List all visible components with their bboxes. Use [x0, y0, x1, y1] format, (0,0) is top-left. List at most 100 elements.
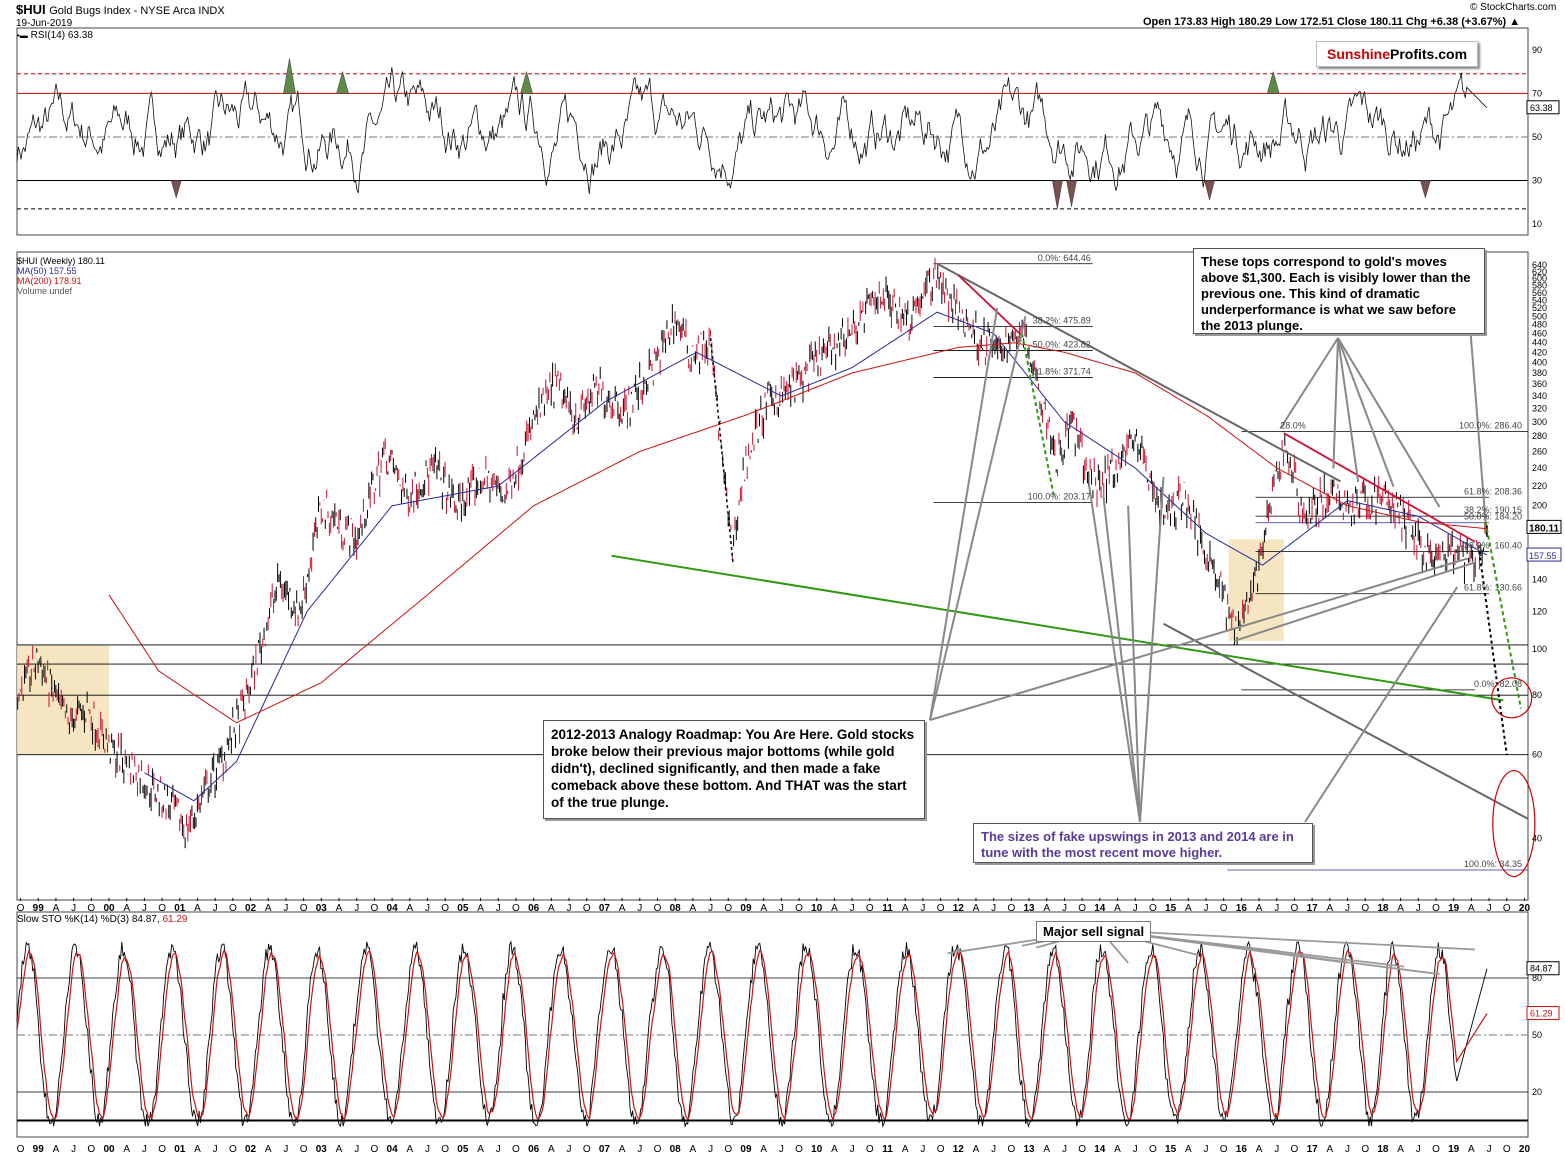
sto-k-current: 84.87 [1530, 964, 1553, 974]
tops-pointer [1337, 337, 1360, 483]
x-tick-label: J [354, 1144, 359, 1155]
fake-upswing-pointer [1139, 476, 1165, 823]
x-tick-label: O [441, 903, 449, 914]
x-tick-label: O [371, 903, 379, 914]
fake-upswing-pointer [1304, 586, 1459, 823]
rsi-overbought-fill [1266, 70, 1280, 94]
x-tick-label: 15 [1165, 1144, 1177, 1155]
x-tick-label: O [1361, 903, 1369, 914]
x-tick-label: A [973, 903, 980, 914]
x-tick-label: O [1220, 1144, 1228, 1155]
chart-header: $HUI Gold Bugs Index - NYSE Arca INDX [16, 2, 225, 17]
ma50-price-label: 157.55 [1529, 551, 1557, 561]
x-tick-label: O [17, 903, 25, 914]
x-tick-label: J [850, 1144, 855, 1155]
x-tick-label: J [1203, 903, 1208, 914]
price-tick-label: 560 [1532, 288, 1547, 298]
x-tick-label: O [866, 903, 874, 914]
sunshine-profits-logo: SunshineProfits.com [1316, 41, 1478, 67]
x-tick-label: 03 [316, 1144, 328, 1155]
x-tick-label: O [1007, 1144, 1015, 1155]
green-dashed-projection [1484, 521, 1522, 709]
x-tick-label: A [690, 1144, 697, 1155]
x-tick-label: J [1345, 903, 1350, 914]
roadmap-pointer [929, 557, 1469, 721]
price-tick-label: 240 [1532, 463, 1547, 473]
x-tick-label: J [1345, 1144, 1350, 1155]
price-tick-label: 420 [1532, 347, 1547, 357]
x-tick-label: A [548, 903, 555, 914]
price-tick-label: 340 [1532, 391, 1547, 401]
x-tick-label: A [265, 903, 272, 914]
x-tick-label: A [973, 1144, 980, 1155]
price-tick-label: 300 [1532, 417, 1547, 427]
x-tick-label: J [779, 903, 784, 914]
fib-2016-label: 38.2%: 190.15 [1464, 505, 1522, 515]
x-tick-label: A [1468, 903, 1475, 914]
x-tick-label: O [158, 903, 166, 914]
x-tick-label: J [1487, 1144, 1492, 1155]
price-tick-label: 400 [1532, 357, 1547, 367]
x-tick-label: J [496, 903, 501, 914]
x-tick-label: A [1185, 903, 1192, 914]
fib-2016-label: 100.0%: 286.40 [1459, 420, 1522, 430]
x-tick-label: 04 [387, 1144, 399, 1155]
x-tick-label: 00 [103, 1144, 115, 1155]
x-tick-label: O [300, 1144, 308, 1155]
x-tick-label: 05 [457, 903, 469, 914]
x-tick-label: A [619, 903, 626, 914]
x-tick-label: J [567, 1144, 572, 1155]
sto-label: Slow STO %K(14) %D(3) 84.87, [17, 914, 160, 925]
sell-signal-pointer [1099, 929, 1440, 976]
x-tick-label: A [53, 1144, 60, 1155]
x-tick-label: 15 [1165, 903, 1177, 914]
x-tick-label: O [1220, 903, 1228, 914]
x-tick-label: A [1397, 1144, 1404, 1155]
copyright: © StockCharts.com [1470, 2, 1557, 13]
x-tick-label: A [831, 1144, 838, 1155]
x-tick-label: O [724, 903, 732, 914]
x-tick-label: J [850, 903, 855, 914]
x-tick-label: O [512, 1144, 520, 1155]
x-tick-label: 18 [1377, 1144, 1389, 1155]
x-tick-label: J [1062, 903, 1067, 914]
x-tick-label: O [1007, 903, 1015, 914]
x-tick-label: 02 [245, 1144, 257, 1155]
fib-2016-label: 38.2%: 160.40 [1464, 540, 1522, 550]
x-tick-label: J [71, 903, 76, 914]
x-tick-label: A [1185, 1144, 1192, 1155]
green-support-trendline [611, 554, 1504, 702]
sto-label-d: 61.29 [162, 914, 188, 925]
x-tick-label: O [583, 903, 591, 914]
x-tick-label: J [779, 1144, 784, 1155]
fib-2011-label: 0.0%: 644.46 [1038, 253, 1091, 263]
logo-part2: Profits.com [1390, 46, 1468, 62]
sto-tick-label: 20 [1532, 1087, 1542, 1097]
x-tick-label: J [1274, 1144, 1279, 1155]
x-tick-label: O [1149, 1144, 1157, 1155]
x-tick-label: O [87, 1144, 95, 1155]
x-tick-label: J [213, 903, 218, 914]
x-tick-label: O [1291, 903, 1299, 914]
x-tick-label: A [1397, 903, 1404, 914]
price-tick-label: 480 [1532, 320, 1547, 330]
x-tick-label: J [637, 903, 642, 914]
x-tick-label: J [71, 1144, 76, 1155]
green-dashed-2013 [1020, 333, 1055, 496]
sto-frame [16, 911, 1529, 1138]
x-tick-label: O [1432, 1144, 1440, 1155]
x-tick-label: J [213, 1144, 218, 1155]
sto-k-line [16, 940, 1488, 1128]
grey-resistance-trendline [936, 262, 1341, 483]
price-tick-label: 440 [1532, 338, 1547, 348]
roadmap-annotation: 2012-2013 Analogy Roadmap: You Are Here.… [543, 720, 925, 819]
price-tick-label: 380 [1532, 368, 1547, 378]
fake-upswings-annotation: The sizes of fake upswings in 2013 and 2… [973, 823, 1313, 863]
x-tick-label: O [17, 1144, 25, 1155]
x-tick-label: A [1114, 903, 1121, 914]
price-tick-label: 260 [1532, 446, 1547, 456]
fib-2011-label: 50.0%: 423.82 [1033, 339, 1091, 349]
x-tick-label: J [708, 1144, 713, 1155]
x-tick-label: J [283, 903, 288, 914]
rsi-panel [16, 58, 1528, 210]
